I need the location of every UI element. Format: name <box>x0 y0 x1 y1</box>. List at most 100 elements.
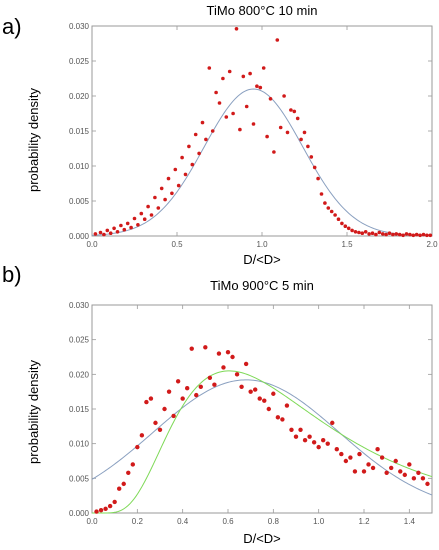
panel-a-data-point <box>397 232 402 237</box>
panel-a-data-point <box>340 221 344 226</box>
panel-b-data-point <box>130 462 135 467</box>
panel-b-x-tick-label: 0.4 <box>177 517 189 526</box>
panel-a-data-point <box>255 84 259 88</box>
panel-a-data-point <box>414 232 419 237</box>
panel-b-data-point <box>302 438 308 443</box>
panel-b-data-point <box>203 345 208 350</box>
panel-b-data-point <box>289 427 294 432</box>
panel-b-data-point <box>325 441 330 446</box>
panel-a-data-point <box>380 232 385 236</box>
panel-a-data-point <box>374 232 378 237</box>
panel-b-data-point <box>402 472 407 478</box>
panel-b-data-point <box>321 438 326 443</box>
panel-a-data-point <box>204 137 208 142</box>
panel-a-data-point <box>370 231 375 235</box>
panel-a-data-point <box>391 232 395 237</box>
panel-a-data-point <box>299 137 303 142</box>
panel-b-data-point <box>144 399 149 405</box>
panel-b-data-point <box>139 433 145 438</box>
panel-b-data-point <box>307 434 312 439</box>
panel-b-data-point <box>153 420 158 426</box>
panel-b-data-point <box>189 346 194 351</box>
chart-panel-b: b) TiMo 900°C 5 min probability density … <box>2 262 433 546</box>
panel-b-data-point <box>311 440 317 445</box>
panel-a-data-point <box>190 162 195 167</box>
panel-a-data-point <box>295 116 300 121</box>
panel-a-data-point <box>132 216 137 221</box>
panel-b-data-point <box>407 462 412 467</box>
panel-a-data-point <box>421 232 426 237</box>
panel-b-data-point <box>366 462 371 467</box>
panel-a-data-point <box>180 155 184 160</box>
panel-b-data-point <box>185 386 190 391</box>
panel-a-data-point <box>346 226 351 231</box>
panel-a-data-point <box>149 213 154 217</box>
panel-b-data-point <box>334 447 339 452</box>
panel-a-data-point <box>401 233 405 238</box>
panel-a-data-point <box>241 74 246 79</box>
panel-b-y-tick-label: 0.030 <box>69 301 90 310</box>
panel-a-data-point <box>98 230 103 235</box>
panel-a-data-point <box>367 232 371 236</box>
panel-a-data-point <box>353 230 358 234</box>
panel-a-data-point <box>214 90 218 95</box>
panel-a-data-point <box>139 211 144 216</box>
panel-a-data-point <box>136 223 140 227</box>
panel-a-x-tick-label: 0.0 <box>86 240 98 249</box>
panel-a-curves <box>91 88 433 237</box>
panel-a-data-point <box>217 101 222 105</box>
panel-b-x-tick-label: 0.0 <box>86 517 98 526</box>
panel-a-y-tick-label: 0.000 <box>69 232 90 241</box>
panel-b-data-point <box>275 415 281 420</box>
panel-b-data-point <box>121 481 126 487</box>
panel-a-data-point <box>326 206 331 210</box>
panel-b-x-axis-title: D/<D> <box>243 531 281 546</box>
panel-a-data-point <box>122 227 127 232</box>
panel-b-data-point <box>194 392 199 398</box>
panel-a-data-point <box>159 186 164 191</box>
panel-a-data-point <box>176 183 181 188</box>
panel-a-y-tick-label: 0.020 <box>69 92 90 101</box>
panel-a-data-point <box>166 176 171 181</box>
panel-b-data-point <box>271 391 276 396</box>
panel-b-data-point <box>330 420 335 426</box>
panel-b-data-point <box>135 444 140 450</box>
panel-a-data-point <box>265 134 269 139</box>
panel-b-y-tick-label: 0.005 <box>69 474 90 483</box>
panel-b-data-point <box>117 486 122 491</box>
panel-b-x-tick-label: 0.6 <box>222 517 234 526</box>
panel-b-data-point <box>370 465 376 471</box>
panel-a-data-point <box>115 230 120 234</box>
panel-a-ticks: 0.0 0.5 1.0 1.5 2.0 0.000 0.005 0.010 0.015 0.020… <box>69 22 438 249</box>
panel-a-data-point <box>153 195 157 200</box>
panel-a-data-point <box>319 192 324 196</box>
panel-a-y-tick-label: 0.015 <box>69 127 90 136</box>
panel-b-data-point <box>107 503 113 509</box>
panel-a-data-point <box>408 232 412 237</box>
panel-b-data-point <box>339 451 344 457</box>
panel-a-x-axis-title: D/<D> <box>243 252 281 267</box>
panel-a-data-point <box>418 233 422 238</box>
panel-b-x-tick-label: 0.2 <box>132 517 144 526</box>
panel-a-data-point <box>224 115 229 119</box>
panel-a-data-point <box>387 231 392 235</box>
panel-b-data-point <box>343 458 349 464</box>
panel-a-data-point <box>221 76 225 81</box>
panel-b-data-point <box>357 451 362 457</box>
panel-b-data-point <box>348 455 353 460</box>
panel-a-data-point <box>302 130 307 135</box>
panel-a-data-point <box>258 85 263 90</box>
panel-a-data-point <box>163 197 167 202</box>
panel-a-y-tick-label: 0.005 <box>69 197 90 206</box>
panel-a-data-point <box>105 228 110 233</box>
panel-a-data-point <box>125 221 130 226</box>
panel-a-data-point <box>323 201 327 205</box>
panel-b-y-tick-label: 0.025 <box>69 336 90 345</box>
panel-b-data-point <box>298 427 303 432</box>
panel-b-x-tick-label: 1.4 <box>404 517 416 526</box>
panel-a-fit-curve-1 <box>91 88 433 237</box>
panel-b-data-point <box>266 406 271 412</box>
panel-a-data-point <box>275 38 280 42</box>
panel-a-data-point <box>316 176 320 181</box>
